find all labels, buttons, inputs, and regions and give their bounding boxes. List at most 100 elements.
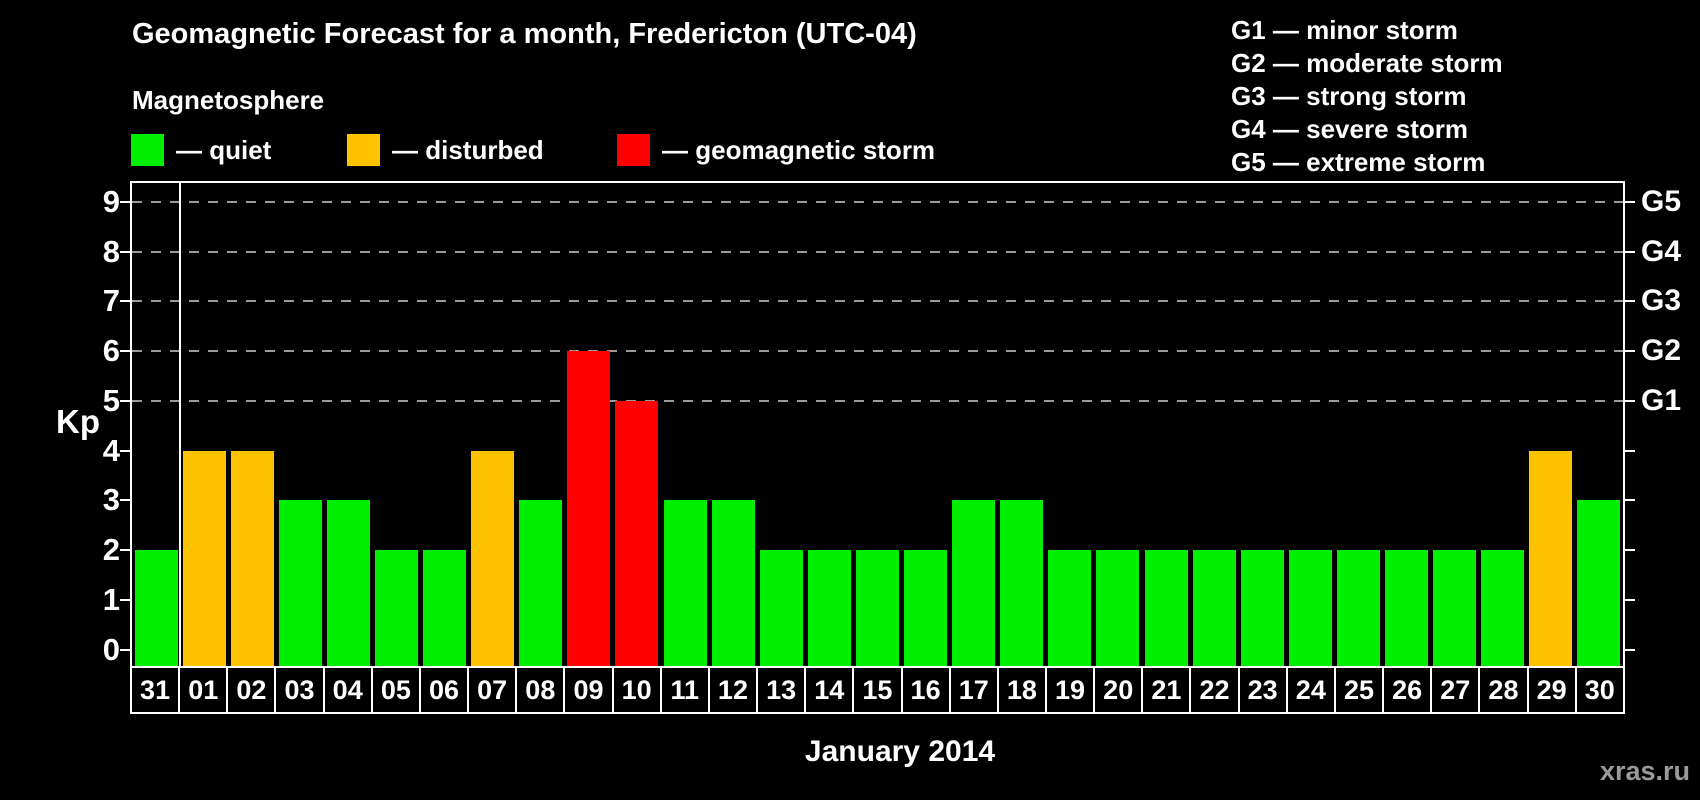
bar (471, 450, 515, 667)
bar (1000, 500, 1044, 667)
gridline-kp8 (132, 250, 1623, 253)
right-axis-tick (1623, 449, 1635, 452)
day-label: 17 (951, 668, 999, 712)
y-tick-label: 0 (102, 631, 120, 667)
right-axis-tick (1623, 399, 1635, 402)
chart-title: Geomagnetic Forecast for a month, Freder… (132, 18, 917, 50)
bar (567, 351, 611, 667)
day-label: 29 (1529, 668, 1577, 712)
y-tick-label: 3 (102, 482, 120, 518)
day-label: 16 (903, 668, 951, 712)
day-label: 23 (1240, 668, 1288, 712)
bar (230, 450, 274, 667)
y-axis-tick (120, 499, 132, 502)
bar (1192, 550, 1236, 667)
day-label: 31 (132, 668, 181, 712)
day-label: 21 (1143, 668, 1192, 712)
g-level-label: G1 (1641, 383, 1682, 417)
y-tick-label: 9 (102, 184, 120, 220)
bar (519, 500, 563, 667)
right-axis-tick (1623, 350, 1635, 353)
day-label: 01 (180, 668, 229, 712)
y-axis-tick (120, 300, 132, 303)
plot-area (130, 181, 1625, 667)
day-label: 19 (1047, 668, 1096, 712)
day-label: 20 (1095, 668, 1144, 712)
bar (1096, 550, 1140, 667)
bar (1336, 550, 1380, 667)
y-axis-tick (120, 399, 132, 402)
bar (952, 500, 996, 667)
bar (663, 500, 707, 667)
bar (134, 550, 178, 667)
bar (855, 550, 899, 667)
day-label: 06 (421, 668, 470, 712)
bar (182, 450, 226, 667)
legend-label: — disturbed (392, 135, 544, 165)
right-axis-tick (1623, 499, 1635, 502)
bar (1048, 550, 1092, 667)
watermark: xras.ru (1599, 756, 1690, 786)
y-axis-tick (120, 549, 132, 552)
bar (904, 550, 948, 667)
y-axis-tick (120, 598, 132, 601)
y-axis-tick (120, 648, 132, 651)
legend-swatch-quiet-icon (131, 134, 164, 166)
y-axis-tick (120, 449, 132, 452)
day-label: 03 (276, 668, 325, 712)
day-label: 05 (373, 668, 421, 712)
bar (711, 500, 755, 667)
y-axis-tick (120, 201, 132, 204)
g-level-label: G3 (1641, 284, 1682, 318)
day-label: 26 (1384, 668, 1433, 712)
day-label: 11 (662, 668, 710, 712)
bar (615, 400, 659, 667)
bar (1288, 550, 1332, 667)
right-axis-tick (1623, 598, 1635, 601)
day-label: 12 (710, 668, 759, 712)
day-label: 02 (228, 668, 277, 712)
right-axis-tick (1623, 300, 1635, 303)
right-axis-tick (1623, 201, 1635, 204)
day-label: 30 (1584, 675, 1615, 705)
y-tick-label: 4 (102, 432, 120, 468)
gridline-kp6 (132, 350, 1623, 353)
bar (1577, 500, 1621, 667)
day-label: 24 (1288, 668, 1336, 712)
y-tick-label: 7 (102, 283, 120, 319)
day-label: 15 (854, 668, 903, 712)
day-label: 18 (999, 668, 1047, 712)
legend-label: — geomagnetic storm (662, 135, 936, 165)
storm-scale-item: G2 — moderate storm (1231, 48, 1503, 78)
bar (759, 550, 803, 667)
legend-label: — quiet (176, 135, 272, 165)
day-label: 13 (758, 668, 807, 712)
bar (1481, 550, 1525, 667)
day-label: 04 (325, 668, 373, 712)
storm-scale-item: G4 — severe storm (1231, 114, 1469, 144)
storm-scale-item: G3 — strong storm (1231, 81, 1467, 111)
gridline-kp5 (132, 399, 1623, 402)
bar (1240, 550, 1284, 667)
y-tick-label: 6 (102, 333, 120, 369)
day-label: 08 (517, 668, 566, 712)
y-tick-label: 8 (102, 233, 120, 269)
storm-scale-legend: G1 — minor storm G2 — moderate storm G3 — … (1231, 14, 1503, 179)
y-axis-tick (120, 350, 132, 353)
bar (374, 550, 418, 667)
storm-scale-item: G1 — minor storm (1231, 15, 1458, 45)
y-tick-label: 5 (102, 382, 120, 418)
y-tick-label: 1 (102, 581, 120, 617)
y-axis-tick (120, 250, 132, 253)
right-axis-tick (1623, 549, 1635, 552)
bar (1529, 450, 1573, 667)
legend-heading: Magnetosphere (132, 85, 325, 115)
bar (1144, 550, 1188, 667)
day-label: 07 (469, 668, 518, 712)
bar (423, 550, 467, 667)
x-axis-title: January 2014 (804, 735, 996, 768)
y-tick-label: 2 (102, 532, 120, 568)
day-label: 14 (806, 668, 855, 712)
g-level-label: G4 (1641, 234, 1682, 268)
